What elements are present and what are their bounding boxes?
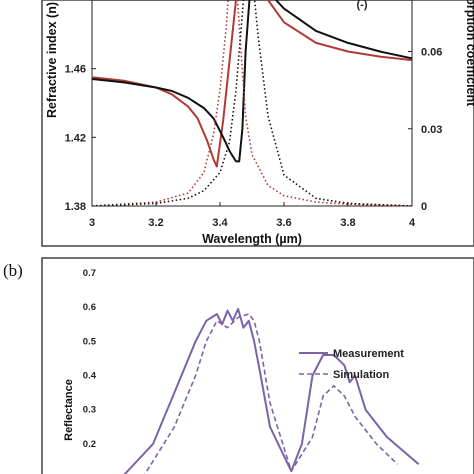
panel-a-y-right-tick-label: 0.06 xyxy=(421,47,442,59)
panel-a-x-tick-label: 4 xyxy=(409,217,416,229)
panel-a-x-tick-label: 3.2 xyxy=(148,217,163,229)
panel-a-y-left-tick-label: 1.46 xyxy=(65,64,86,76)
panel-a-ticks: 3 3.2 3.4 3.6 3.8 4 1.38 1.42 1.46 0 0.03 0.06 xyxy=(65,47,443,230)
panel-b-measurement-line xyxy=(123,307,420,474)
panel-b-series-group xyxy=(123,307,420,474)
legend-measurement-label: Measurement xyxy=(333,348,404,360)
panel-a-plot-area xyxy=(91,0,413,207)
panel-b-y-tick-label: 0.3 xyxy=(83,405,96,416)
panel-a-x-tick-label: 3.6 xyxy=(276,217,291,229)
panel-b-y-tick-label: 0.7 xyxy=(83,268,96,279)
panel-a-xlabel: Wavelength (µm) xyxy=(202,232,302,246)
panel-a-ylabel-left: Refractive index (n) xyxy=(45,2,59,118)
panel-a-ylabel-right: Absorption coefficient xyxy=(464,0,474,107)
panel-b-simulation-line xyxy=(144,313,399,474)
panel-b-ticks: 0.2 0.3 0.4 0.5 0.6 0.7 xyxy=(83,268,97,450)
panel-a-y-left-tick-label: 1.38 xyxy=(65,201,86,213)
panel-a-frame xyxy=(41,0,474,247)
panel-a-x-tick-label: 3 xyxy=(89,217,95,229)
panel-a-x-tick-label: 3.8 xyxy=(340,217,355,229)
panel-a-series-group xyxy=(92,0,412,206)
panel-b-ylabel: Reflectance xyxy=(63,379,75,441)
legend-simulation-label: Simulation xyxy=(333,369,390,381)
panel-b: 0.2 0.3 0.4 0.5 0.6 0.7 Measurement Simulatio… xyxy=(41,257,474,474)
panel-a-series-2-line xyxy=(92,0,412,163)
panel-a-y-right-tick-label: 0.03 xyxy=(421,124,442,136)
panel-b-y-tick-label: 0.5 xyxy=(83,336,97,347)
panel-b-y-tick-label: 0.2 xyxy=(83,439,96,450)
panel-a-legend-fragment: (-) xyxy=(357,0,368,11)
panel-b-y-tick-label: 0.6 xyxy=(83,302,96,313)
panel-a-y-left-tick-label: 1.42 xyxy=(65,132,86,144)
panel-a-series-4-line xyxy=(92,0,412,206)
panel-b-label: (b) xyxy=(3,261,23,280)
panel-b-frame xyxy=(41,257,474,474)
panel-b-y-tick-label: 0.4 xyxy=(83,371,97,382)
panel-a-x-tick-label: 3.4 xyxy=(212,217,228,229)
panel-a-series-3-line xyxy=(92,0,412,206)
panel-a-y-right-tick-label: 0 xyxy=(421,201,427,213)
panel-a-series-1-line xyxy=(92,0,412,168)
